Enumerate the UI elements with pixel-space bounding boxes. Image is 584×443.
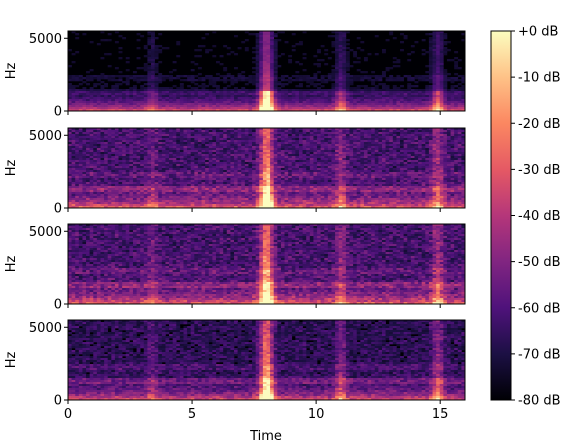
y-tick-label: 5000	[29, 32, 62, 47]
spectrogram-panel: 5000 0 Hz	[4, 30, 466, 120]
heatmap-cells	[68, 128, 466, 209]
x-axis-label: Time	[249, 429, 282, 443]
panel-frame	[67, 30, 466, 112]
x-tick-label: 10	[308, 407, 325, 422]
y-tick-label: 5000	[29, 321, 62, 336]
panel-frame	[67, 127, 466, 209]
x-axis: 0 5 10 15	[64, 407, 449, 422]
x-tick-label: 15	[432, 407, 449, 422]
spectrogram-panel: 5000 0 Hz	[4, 127, 466, 217]
colorbar-tick-label: -40 dB	[518, 209, 561, 224]
y-axis-label: Hz	[4, 160, 19, 177]
heatmap-cells	[68, 31, 466, 112]
colorbar-tick-label: -50 dB	[518, 255, 561, 270]
y-axis-label: Hz	[4, 256, 19, 273]
panel-frame	[67, 319, 466, 401]
y-tick-label: 0	[54, 202, 62, 217]
x-tick-label: 0	[64, 407, 72, 422]
spectrogram-panels: 5000 0 Hz 5000 0 Hz 5000 0 Hz 5000 0 Hz	[4, 30, 466, 409]
colorbar: +0 dB -10 dB -20 dB -30 dB -40 dB -50 dB -60 d…	[490, 25, 561, 409]
spectrogram-panel: 5000 0 Hz	[4, 223, 466, 313]
y-tick-label: 5000	[29, 129, 62, 144]
y-axis-label: Hz	[4, 63, 19, 80]
y-tick-label: 0	[54, 394, 62, 409]
colorbar-tick-label: -80 dB	[518, 394, 561, 409]
colorbar-tick-label: -70 dB	[518, 347, 561, 362]
colorbar-tick-label: -20 dB	[518, 117, 561, 132]
colorbar-tick-label: -60 dB	[518, 301, 561, 316]
panel-frame	[67, 223, 466, 305]
colorbar-tick-label: -30 dB	[518, 163, 561, 178]
y-tick-label: 0	[54, 105, 62, 120]
y-tick-label: 5000	[29, 225, 62, 240]
colorbar-bar	[491, 31, 511, 400]
y-tick-label: 0	[54, 298, 62, 313]
heatmap-cells	[68, 224, 466, 305]
x-tick-label: 5	[188, 407, 196, 422]
colorbar-tick-label: -10 dB	[518, 71, 561, 86]
spectrogram-panel: 5000 0 Hz	[4, 319, 466, 409]
y-axis-label: Hz	[4, 352, 19, 369]
colorbar-tick-label: +0 dB	[518, 25, 558, 40]
heatmap-cells	[68, 320, 466, 401]
